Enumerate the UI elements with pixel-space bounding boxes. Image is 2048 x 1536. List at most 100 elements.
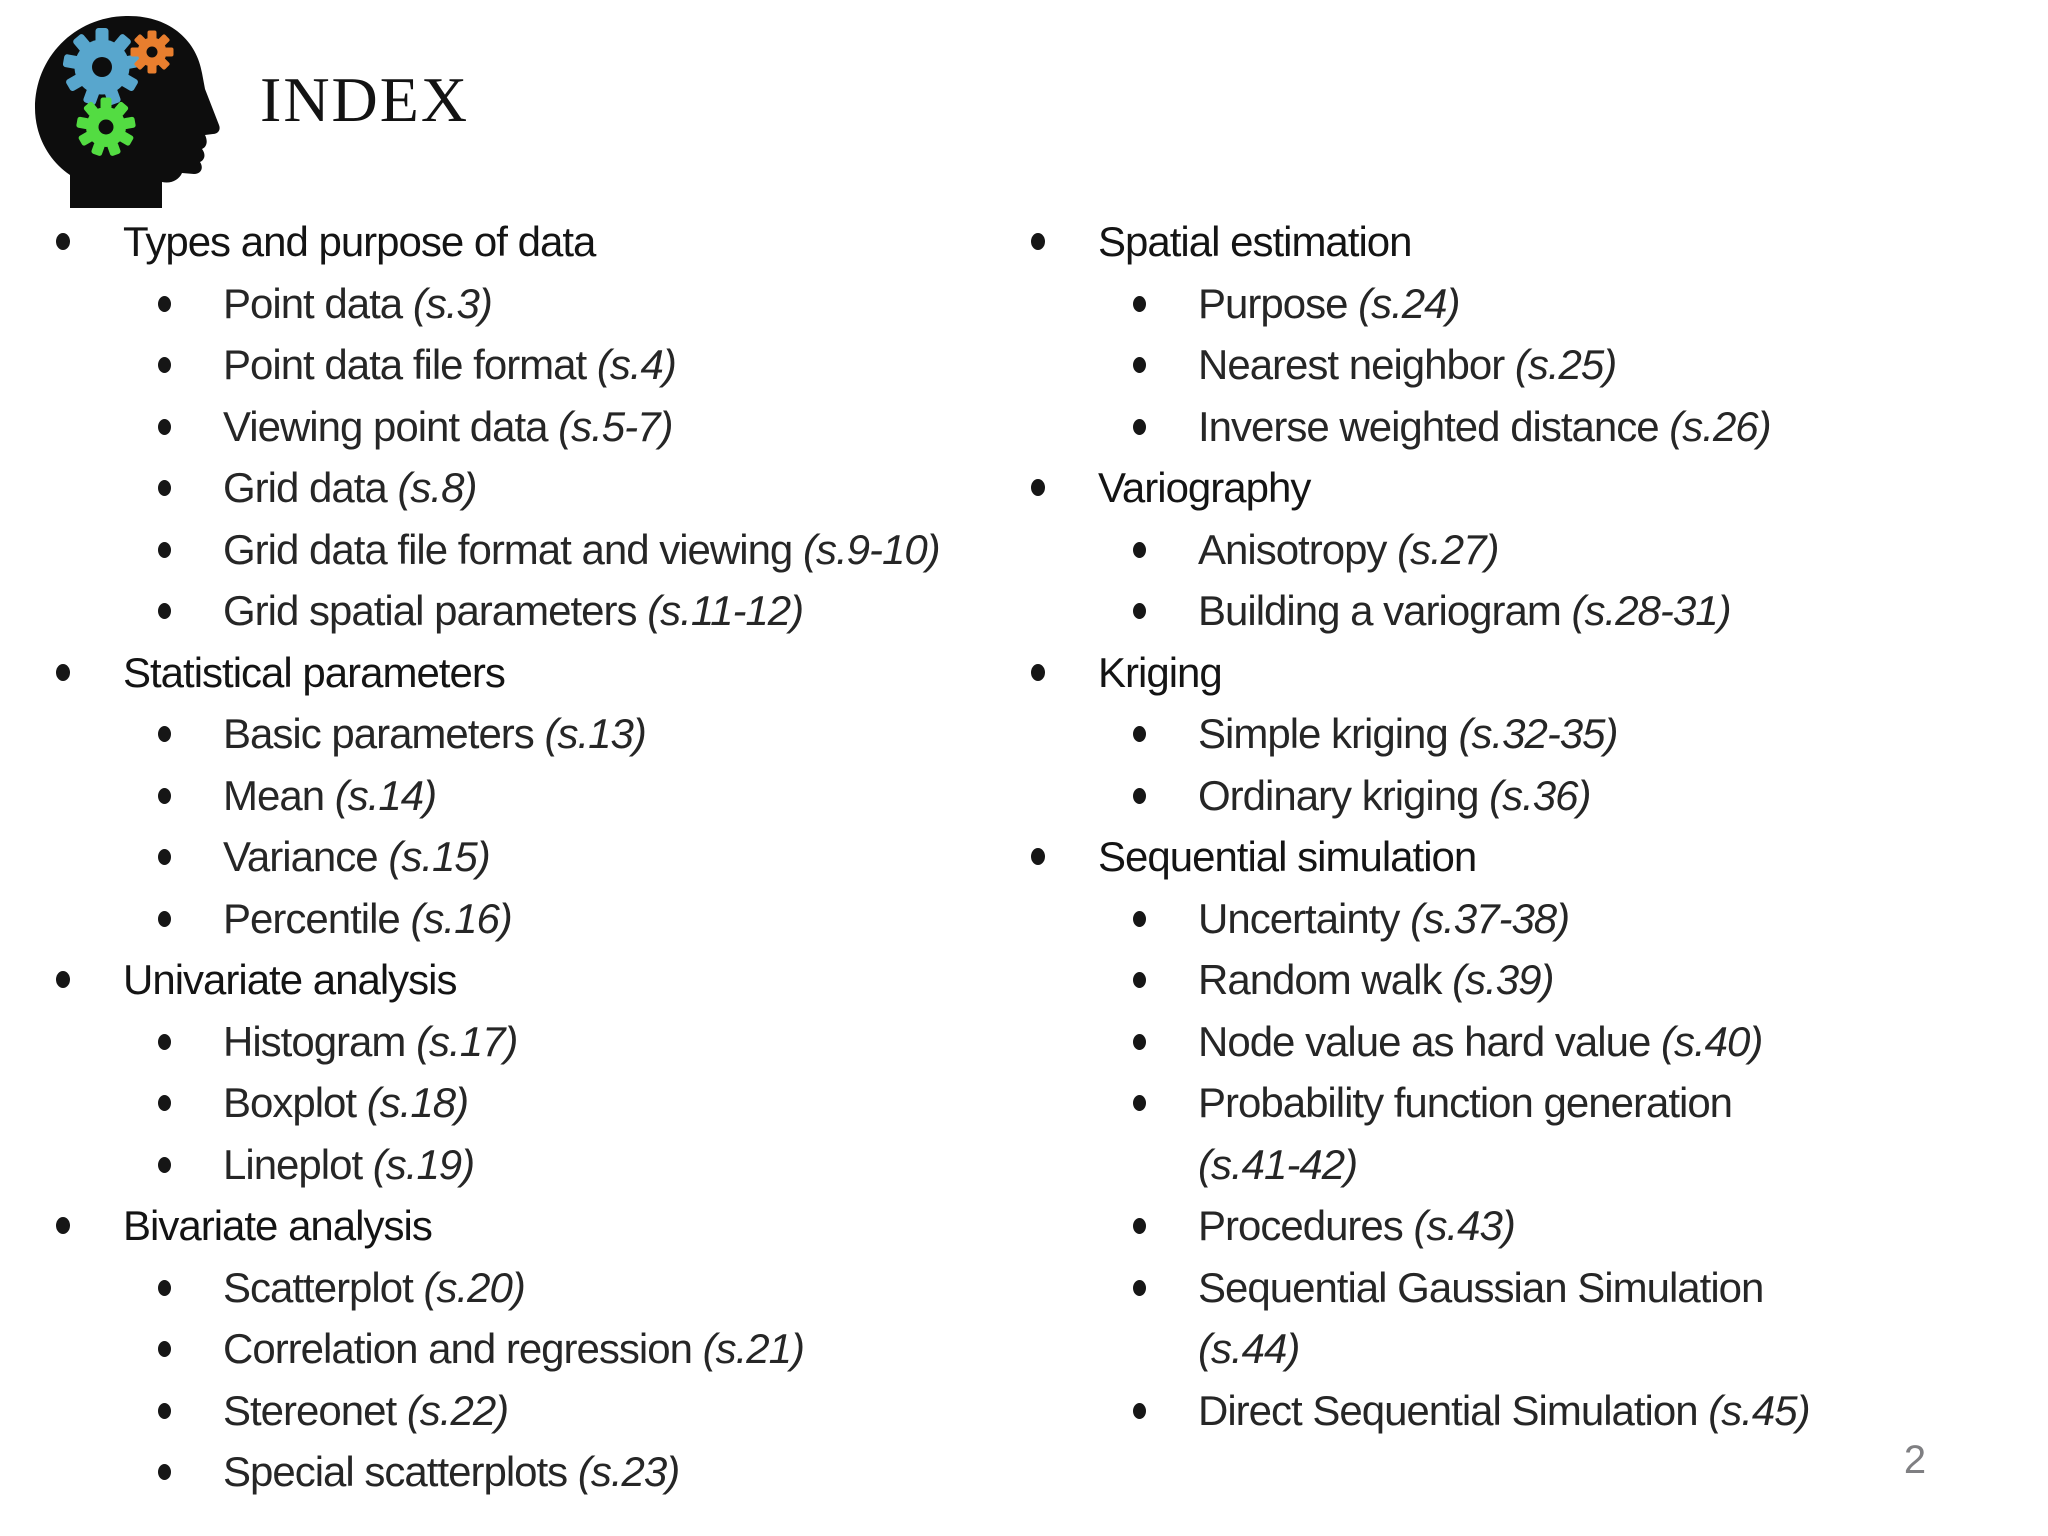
toc-item: Grid spatial parameters (s.11-12)	[0, 580, 1060, 642]
bullet-icon	[158, 1279, 171, 1296]
toc-item: Purpose (s.24)	[975, 273, 2035, 335]
bullet-icon	[158, 480, 171, 496]
toc-item-label: Scatterplot (s.20)	[223, 1263, 526, 1311]
bullet-icon	[158, 726, 171, 742]
toc-item: Special scatterplots (s.23)	[0, 1441, 1060, 1503]
toc-item-page-ref: (s.17)	[416, 1017, 518, 1065]
toc-item: Kriging	[975, 642, 2035, 704]
bullet-icon	[158, 295, 171, 312]
bullet-icon	[56, 971, 70, 988]
toc-item-label: Building a variogram (s.28-31)	[1198, 587, 1732, 634]
toc-item-page-ref: (s.37-38)	[1410, 894, 1570, 942]
toc-item-label: Lineplot (s.19)	[223, 1140, 475, 1188]
bullet-icon	[1133, 972, 1146, 988]
toc-item-label: Special scatterplots (s.23)	[223, 1448, 680, 1495]
toc-item: Histogram (s.17)	[0, 1011, 1060, 1073]
toc-item: Inverse weighted distance (s.26)	[975, 396, 2035, 458]
bullet-icon	[1133, 1279, 1146, 1296]
toc-item: Anisotropy (s.27)	[975, 519, 2035, 581]
toc-item-page-ref: (s.15)	[388, 833, 490, 880]
bullet-icon	[1133, 1033, 1146, 1050]
toc-item: Probability function generation (s.41-42)	[975, 1072, 2035, 1195]
bullet-icon	[56, 233, 70, 250]
toc-item-label: Uncertainty (s.37-38)	[1198, 894, 1570, 942]
toc-item-page-ref: (s.40)	[1661, 1017, 1763, 1065]
toc-item-label: Direct Sequential Simulation (s.45)	[1198, 1386, 1811, 1434]
bullet-icon	[158, 541, 171, 558]
bullet-icon	[1031, 848, 1045, 865]
toc-item-label: Kriging	[1098, 648, 1223, 696]
toc-item-page-ref: (s.14)	[334, 771, 437, 819]
bullet-icon	[1133, 541, 1146, 558]
toc-item-page-ref: (s.43)	[1413, 1202, 1515, 1249]
toc-item: Direct Sequential Simulation (s.45)	[975, 1380, 2035, 1442]
toc-item-label: Variography	[1098, 464, 1311, 511]
toc-column-left: Types and purpose of data Point data (s.3…	[0, 211, 1060, 1503]
toc-item: Scatterplot (s.20)	[0, 1257, 1060, 1319]
bullet-icon	[1031, 233, 1045, 250]
toc-item-label: Random walk (s.39)	[1198, 956, 1554, 1003]
toc-item-label: Grid data (s.8)	[223, 464, 477, 511]
toc-item-page-ref: (s.23)	[577, 1448, 680, 1495]
toc-item-page-ref: (s.45)	[1708, 1386, 1810, 1434]
toc-item: Spatial estimation	[975, 211, 2035, 273]
bullet-icon	[158, 849, 171, 865]
toc-item-label: Types and purpose of data	[123, 218, 596, 265]
toc-item-label: Purpose (s.24)	[1198, 279, 1460, 327]
bullet-icon	[1133, 418, 1146, 435]
toc-item-page-ref: (s.20)	[423, 1263, 525, 1311]
page-title: INDEX	[260, 64, 470, 135]
bullet-icon	[158, 1033, 171, 1050]
toc-item-page-ref: (s.18)	[366, 1079, 469, 1126]
toc-item: Ordinary kriging (s.36)	[975, 765, 2035, 827]
toc-item-label: Basic parameters (s.13)	[223, 710, 647, 757]
toc-item-page-ref: (s.16)	[410, 894, 512, 942]
toc-item: Variance (s.15)	[0, 826, 1060, 888]
toc-item: Types and purpose of data	[0, 211, 1060, 273]
toc-item: Nearest neighbor (s.25)	[975, 334, 2035, 396]
bullet-icon	[56, 663, 70, 681]
toc-item-label: Correlation and regression (s.21)	[223, 1325, 805, 1372]
toc-item-page-ref: (s.8)	[397, 464, 477, 511]
toc-item: Percentile (s.16)	[0, 888, 1060, 950]
blue-gear-icon	[62, 28, 142, 106]
toc-item: Univariate analysis	[0, 949, 1060, 1011]
toc-item-label: Spatial estimation	[1098, 218, 1413, 265]
green-gear-icon	[76, 97, 136, 156]
bullet-icon	[1133, 1095, 1146, 1111]
toc-item-page-ref: (s.44)	[1198, 1325, 1300, 1372]
toc-item: Sequential simulation	[975, 826, 2035, 888]
bullet-icon	[1133, 1218, 1146, 1234]
toc-item-label: Probability function generation (s.41-42)	[1198, 1079, 1733, 1188]
toc-item-label: Node value as hard value (s.40)	[1198, 1017, 1763, 1065]
bullet-icon	[158, 357, 171, 373]
bullet-icon	[1133, 910, 1146, 927]
toc-item-page-ref: (s.11-12)	[647, 587, 804, 634]
brain-gears-logo	[35, 15, 220, 208]
toc-item-page-ref: (s.3)	[412, 279, 493, 327]
toc-item: Sequential Gaussian Simulation (s.44)	[975, 1257, 2035, 1380]
bullet-icon	[1133, 787, 1146, 804]
toc-item-label: Point data file format (s.4)	[223, 341, 677, 388]
toc-item-label: Stereonet (s.22)	[223, 1386, 509, 1434]
toc-item-label: Viewing point data (s.5-7)	[223, 402, 674, 450]
toc-item-label: Sequential Gaussian Simulation (s.44)	[1198, 1263, 1764, 1373]
toc-item: Point data file format (s.4)	[0, 334, 1060, 396]
toc-item-page-ref: (s.5-7)	[558, 402, 673, 450]
bullet-icon	[158, 1464, 171, 1480]
toc-item: Viewing point data (s.5-7)	[0, 396, 1060, 458]
toc-item-page-ref: (s.19)	[372, 1140, 475, 1188]
toc-item-label: Univariate analysis	[123, 956, 457, 1003]
bullet-icon	[1133, 726, 1146, 742]
toc-item-label: Point data (s.3)	[223, 279, 493, 327]
toc-item: Basic parameters (s.13)	[0, 703, 1060, 765]
toc-item-label: Inverse weighted distance (s.26)	[1198, 402, 1772, 450]
toc-item: Correlation and regression (s.21)	[0, 1318, 1060, 1380]
bullet-icon	[1133, 1402, 1146, 1419]
page-number: 2	[1903, 1438, 1927, 1482]
toc-item-page-ref: (s.25)	[1514, 341, 1617, 388]
toc-item-page-ref: (s.41-42)	[1198, 1140, 1358, 1188]
toc-item-label: Bivariate analysis	[123, 1202, 433, 1249]
toc-item-label: Sequential simulation	[1098, 833, 1477, 880]
bullet-icon	[158, 910, 171, 927]
